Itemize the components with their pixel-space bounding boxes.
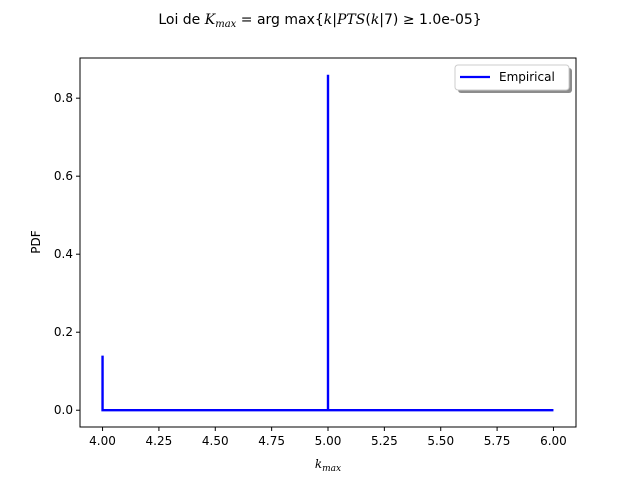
title-pts: PTS xyxy=(336,12,365,28)
x-tick-label: 5.00 xyxy=(315,434,342,448)
series-line-empirical xyxy=(101,74,554,412)
x-axis-label-sub: max xyxy=(322,464,341,474)
y-axis-ticks: 0.0 0.2 0.4 0.6 0.8 xyxy=(54,91,80,417)
legend-label-empirical: Empirical xyxy=(499,70,555,84)
legend-box xyxy=(454,64,570,91)
y-axis-label: PDF xyxy=(29,230,43,253)
title-bar1: | xyxy=(332,12,337,28)
x-tick-label: 6.00 xyxy=(540,434,567,448)
y-tick-label: 0.2 xyxy=(54,325,73,339)
title-prefix: Loi de xyxy=(158,12,204,28)
x-tick-label: 4.75 xyxy=(258,434,285,448)
x-axis-label-main: k xyxy=(315,457,322,471)
chart-title: Loi de Kmax = arg max{k|PTS(k|7) ≥ 1.0e-… xyxy=(158,12,481,30)
y-tick-label: 0.6 xyxy=(54,169,73,183)
title-k2: k xyxy=(371,12,379,28)
title-mid: = arg max{ xyxy=(236,12,323,28)
title-paren: ( xyxy=(365,12,370,28)
y-tick-label: 0.4 xyxy=(54,247,73,261)
x-axis-label: kmax xyxy=(315,457,341,474)
x-tick-label: 5.75 xyxy=(484,434,511,448)
x-tick-label: 5.25 xyxy=(371,434,398,448)
legend: Empirical xyxy=(454,64,572,93)
y-tick-label: 0.8 xyxy=(54,91,73,105)
title-k: k xyxy=(324,12,332,28)
x-axis-ticks: 4.00 4.25 4.50 4.75 5.00 5.25 5.50 5.75 6.00 xyxy=(89,427,567,448)
x-tick-label: 4.50 xyxy=(202,434,229,448)
title-var-sub: max xyxy=(215,19,236,30)
x-tick-label: 5.50 xyxy=(427,434,454,448)
title-bar2: |7) ≥ 1.0e-05} xyxy=(379,12,481,28)
plot-area xyxy=(79,57,577,428)
title-var: K xyxy=(204,12,217,28)
x-tick-label: 4.25 xyxy=(146,434,173,448)
series-layer xyxy=(101,74,554,412)
y-tick-label: 0.0 xyxy=(54,403,73,417)
x-tick-label: 4.00 xyxy=(89,434,116,448)
